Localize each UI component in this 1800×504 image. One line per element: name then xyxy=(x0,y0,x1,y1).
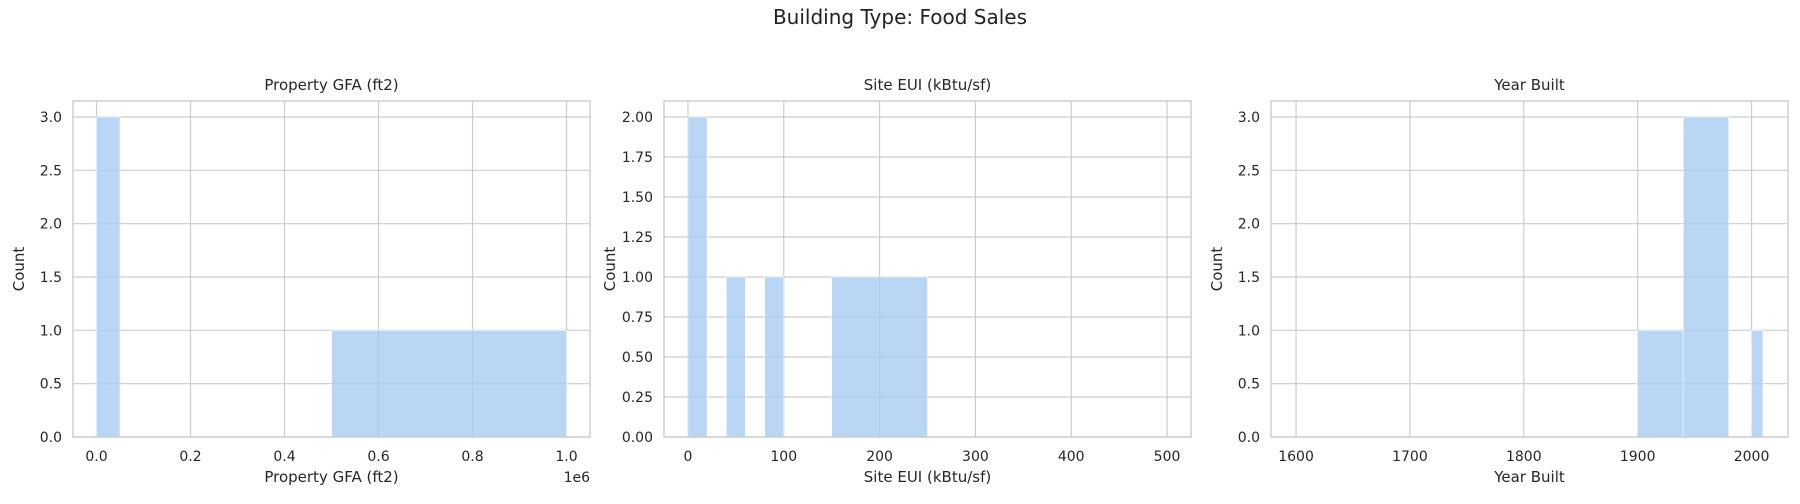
y-tick-label: 0.75 xyxy=(622,310,653,326)
x-tick-label: 1900 xyxy=(1620,449,1656,465)
figure-title: Building Type: Food Sales xyxy=(772,5,1028,29)
x-tick-label: 0.0 xyxy=(85,449,107,465)
histogram-bar xyxy=(1637,330,1684,438)
axes-frame xyxy=(1270,100,1789,438)
y-tick-label: 2.00 xyxy=(622,110,653,126)
y-tick-label: 1.75 xyxy=(622,150,653,166)
y-tick-label: 0.0 xyxy=(40,430,62,446)
x-tick-label: 0.8 xyxy=(461,449,483,465)
y-tick-label: 2.5 xyxy=(40,163,62,179)
chart-2: 0 100 200 300 400 500 0.00 0.25 0.50 0.75 1.00 1.25… xyxy=(601,76,1192,486)
y-axis-label: Count xyxy=(1208,247,1226,292)
x-tick-label: 2000 xyxy=(1734,449,1770,465)
histogram-bar xyxy=(96,116,121,438)
chart-title: Property GFA (ft2) xyxy=(264,76,398,94)
histogram-bar xyxy=(687,116,708,438)
x-axis-label: Site EUI (kBtu/sf) xyxy=(864,468,991,486)
x-tick-label: 1600 xyxy=(1278,449,1314,465)
x-tick-label: 0.2 xyxy=(179,449,201,465)
x-axis-label: Year Built xyxy=(1493,468,1565,486)
x-offset-text: 1e6 xyxy=(564,470,591,486)
axes-frame xyxy=(663,100,1192,438)
y-axis-label: Count xyxy=(10,247,28,292)
x-tick-label: 500 xyxy=(1154,449,1181,465)
x-tick-label: 300 xyxy=(962,449,989,465)
y-tick-label: 1.50 xyxy=(622,190,653,206)
y-tick-label: 2.5 xyxy=(1238,163,1260,179)
y-tick-label: 0.0 xyxy=(1238,430,1260,446)
y-tick-label: 1.0 xyxy=(1238,323,1260,339)
histogram-bar xyxy=(1751,330,1764,438)
chart-title: Site EUI (kBtu/sf) xyxy=(864,76,991,94)
y-tick-label: 0.50 xyxy=(622,350,653,366)
x-tick-label: 0 xyxy=(683,449,692,465)
x-tick-label: 0.6 xyxy=(367,449,389,465)
x-tick-label: 1800 xyxy=(1506,449,1542,465)
y-tick-label: 1.00 xyxy=(622,270,653,286)
y-tick-label: 2.0 xyxy=(1238,217,1260,233)
x-tick-label: 0.4 xyxy=(273,449,295,465)
chart-title: Year Built xyxy=(1493,76,1565,94)
y-tick-label: 0.5 xyxy=(40,377,62,393)
y-tick-label: 1.5 xyxy=(1238,270,1260,286)
histogram-bar xyxy=(331,330,567,438)
x-axis-label: Property GFA (ft2) xyxy=(264,468,398,486)
y-tick-label: 0.5 xyxy=(1238,377,1260,393)
histogram-bar xyxy=(725,276,746,438)
histogram-bar xyxy=(831,276,928,438)
x-tick-label: 1.0 xyxy=(555,449,577,465)
histogram-bar xyxy=(1682,116,1730,438)
y-tick-label: 2.0 xyxy=(40,217,62,233)
y-tick-label: 1.5 xyxy=(40,270,62,286)
y-tick-label: 3.0 xyxy=(1238,110,1260,126)
chart-3: 1600 1700 1800 1900 2000 0.0 0.5 1.0 1.5 2.0 2.5 3.… xyxy=(1208,76,1789,486)
y-axis-label: Count xyxy=(601,247,619,292)
y-tick-label: 0.25 xyxy=(622,390,653,406)
chart-1: 0.0 0.2 0.4 0.6 0.8 1.0 0.0 0.5 1.0 1.5 2.0 2.5 3.0 P… xyxy=(10,76,591,486)
x-tick-label: 200 xyxy=(866,449,893,465)
y-tick-label: 1.0 xyxy=(40,323,62,339)
y-tick-label: 1.25 xyxy=(622,230,653,246)
axes-frame xyxy=(72,100,591,438)
x-tick-label: 100 xyxy=(770,449,797,465)
y-tick-label: 3.0 xyxy=(40,110,62,126)
x-tick-label: 1700 xyxy=(1392,449,1428,465)
x-tick-label: 400 xyxy=(1058,449,1085,465)
histogram-bar xyxy=(764,276,785,438)
y-tick-label: 0.00 xyxy=(622,430,653,446)
